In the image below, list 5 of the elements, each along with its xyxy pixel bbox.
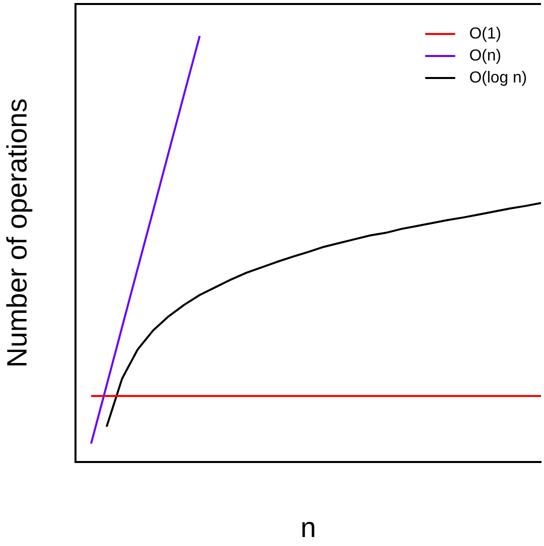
y-axis-title: Number of operations [2, 98, 33, 368]
x-axis-title: n [300, 512, 316, 543]
legend-label: O(n) [469, 47, 502, 64]
legend-label: O(1) [469, 25, 502, 42]
legend-label: O(log n) [469, 69, 527, 86]
